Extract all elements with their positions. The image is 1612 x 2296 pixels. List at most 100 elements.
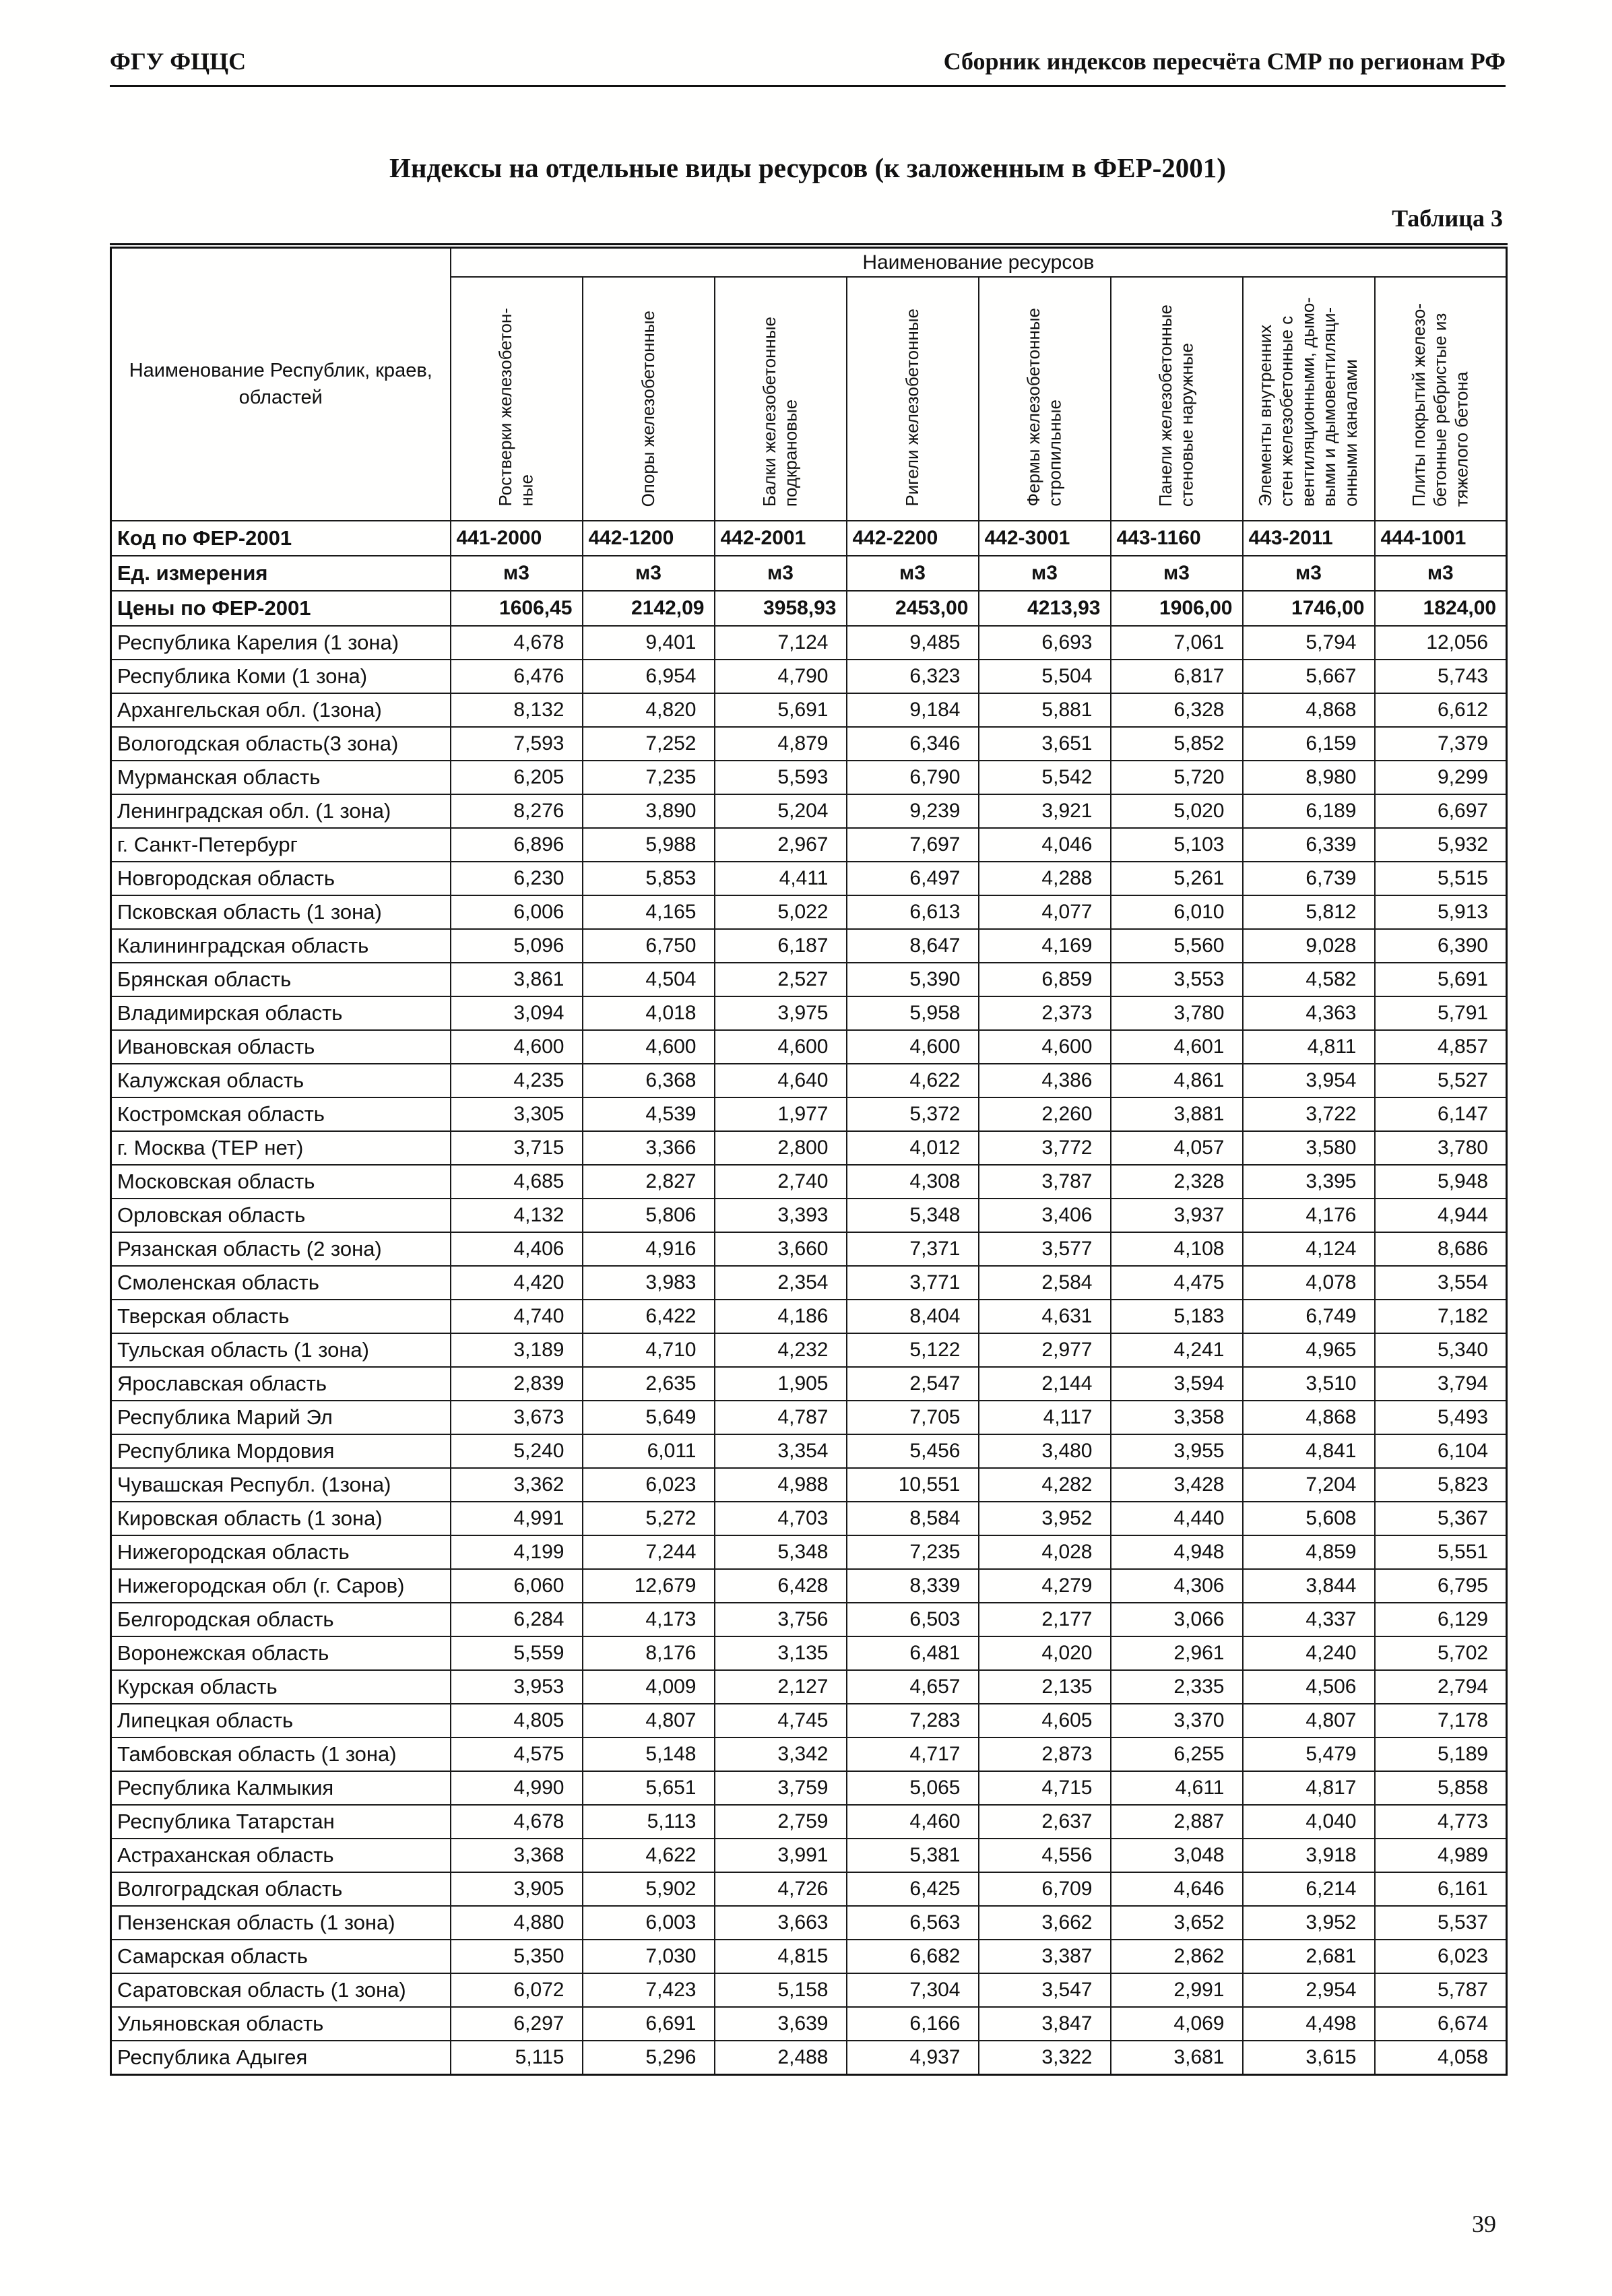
region-value: 4,040	[1242, 1804, 1376, 1839]
region-value: 5,958	[845, 996, 979, 1031]
region-value: 4,176	[1242, 1198, 1376, 1233]
region-row: Ивановская область 4,600 4,600 4,600 4,600 4,…	[110, 1029, 1508, 1064]
meta-value: 1824,00	[1374, 590, 1508, 627]
region-value: 4,600	[845, 1029, 979, 1064]
region-row: Архангельская обл. (1зона) 8,132 4,820 5,69…	[110, 693, 1508, 728]
region-value: 4,859	[1242, 1535, 1376, 1570]
region-value: 9,485	[845, 625, 979, 660]
region-value: 5,065	[845, 1771, 979, 1806]
region-row: Республика Марий Эл 3,673 5,649 4,787 7,705 4…	[110, 1400, 1508, 1435]
column-header-label: Опоры железобетонные	[637, 310, 658, 507]
table-body: Код по ФЕР-2001 441-2000 442-1200 442-2001 4…	[110, 520, 1508, 2075]
region-value: 4,235	[449, 1063, 583, 1098]
region-value: 4,306	[1109, 1568, 1244, 1603]
region-value: 7,244	[581, 1535, 715, 1570]
region-row: Волгоградская область 3,905 5,902 4,726 6,42…	[110, 1872, 1508, 1907]
region-label: Республика Адыгея	[110, 2040, 451, 2075]
region-label: Республика Коми (1 зона)	[110, 659, 451, 694]
region-value: 8,276	[449, 794, 583, 829]
region-value: 3,547	[977, 1973, 1111, 2008]
region-label: Тверская область	[110, 1299, 451, 1334]
region-value: 5,115	[449, 2040, 583, 2075]
region-value: 3,480	[977, 1434, 1111, 1469]
region-value: 6,563	[845, 1905, 979, 1940]
region-value: 5,022	[713, 895, 847, 930]
region-value: 6,954	[581, 659, 715, 694]
region-value: 4,386	[977, 1063, 1111, 1098]
region-row: Липецкая область 4,805 4,807 4,745 7,283 4,60…	[110, 1703, 1508, 1738]
region-value: 4,646	[1109, 1872, 1244, 1907]
region-value: 6,795	[1374, 1568, 1508, 1603]
region-value: 3,955	[1109, 1434, 1244, 1469]
region-value: 6,682	[845, 1939, 979, 1974]
meta-value: 4213,93	[977, 590, 1111, 627]
region-value: 4,611	[1109, 1771, 1244, 1806]
table-caption: Таблица 3	[1392, 205, 1503, 232]
region-value: 3,953	[449, 1669, 583, 1704]
region-value: 8,339	[845, 1568, 979, 1603]
region-value: 2,740	[713, 1164, 847, 1199]
region-value: 4,028	[977, 1535, 1111, 1570]
region-value: 5,932	[1374, 827, 1508, 862]
column-header-label: Ростверки железобетон- ные	[494, 308, 537, 507]
region-value: 7,697	[845, 827, 979, 862]
region-label: Тамбовская область (1 зона)	[110, 1737, 451, 1772]
region-value: 5,272	[581, 1501, 715, 1536]
region-value: 2,637	[977, 1804, 1111, 1839]
region-value: 2,260	[977, 1097, 1111, 1132]
region-value: 4,948	[1109, 1535, 1244, 1570]
region-value: 3,366	[581, 1130, 715, 1166]
region-value: 6,425	[845, 1872, 979, 1907]
region-value: 4,790	[713, 659, 847, 694]
region-value: 2,967	[713, 827, 847, 862]
region-value: 3,780	[1374, 1130, 1508, 1166]
meta-value: 1746,00	[1242, 590, 1376, 627]
region-value: 6,497	[845, 861, 979, 896]
region-value: 7,423	[581, 1973, 715, 2008]
region-value: 6,896	[449, 827, 583, 862]
region-value: 5,340	[1374, 1333, 1508, 1368]
region-label: Нижегородская обл (г. Саров)	[110, 1568, 451, 1603]
region-label: Республика Татарстан	[110, 1804, 451, 1839]
column-header: Элементы внутренних стен железобетонные …	[1242, 276, 1376, 521]
region-row: Республика Калмыкия 4,990 5,651 3,759 5,065 4…	[110, 1771, 1508, 1806]
region-value: 6,691	[581, 2006, 715, 2041]
region-value: 8,647	[845, 928, 979, 963]
region-value: 3,580	[1242, 1130, 1376, 1166]
region-value: 3,594	[1109, 1366, 1244, 1401]
region-label: Ульяновская область	[110, 2006, 451, 2041]
column-header-label: Панели железобетонные стеновые наружные	[1155, 304, 1197, 507]
region-row: Республика Коми (1 зона) 6,476 6,954 4,790 6…	[110, 659, 1508, 694]
region-value: 4,710	[581, 1333, 715, 1368]
region-value: 4,363	[1242, 996, 1376, 1031]
resources-header-row: Наименование Республик, краев, областей …	[110, 245, 1508, 521]
region-value: 3,681	[1109, 2040, 1244, 2075]
region-value: 4,020	[977, 1636, 1111, 1671]
region-value: 5,122	[845, 1333, 979, 1368]
region-value: 4,988	[713, 1467, 847, 1502]
region-value: 3,975	[713, 996, 847, 1031]
meta-value: м3	[713, 555, 847, 592]
region-value: 5,348	[713, 1535, 847, 1570]
region-value: 3,991	[713, 1838, 847, 1873]
region-value: 9,239	[845, 794, 979, 829]
region-value: 5,148	[581, 1737, 715, 1772]
region-value: 2,977	[977, 1333, 1111, 1368]
region-value: 4,601	[1109, 1029, 1244, 1064]
region-label: Московская область	[110, 1164, 451, 1199]
region-value: 4,556	[977, 1838, 1111, 1873]
region-row: г. Санкт-Петербург 6,896 5,988 2,967 7,697 4,…	[110, 827, 1508, 862]
region-value: 3,937	[1109, 1198, 1244, 1233]
region-value: 4,440	[1109, 1501, 1244, 1536]
region-value: 5,913	[1374, 895, 1508, 930]
region-value: 4,685	[449, 1164, 583, 1199]
region-value: 2,127	[713, 1669, 847, 1704]
region-value: 4,937	[845, 2040, 979, 2075]
region-value: 5,823	[1374, 1467, 1508, 1502]
meta-value: 443-1160	[1109, 520, 1244, 556]
region-value: 4,506	[1242, 1669, 1376, 1704]
region-value: 4,916	[581, 1232, 715, 1267]
region-value: 3,794	[1374, 1366, 1508, 1401]
region-label: Ивановская область	[110, 1029, 451, 1064]
region-value: 3,358	[1109, 1400, 1244, 1435]
